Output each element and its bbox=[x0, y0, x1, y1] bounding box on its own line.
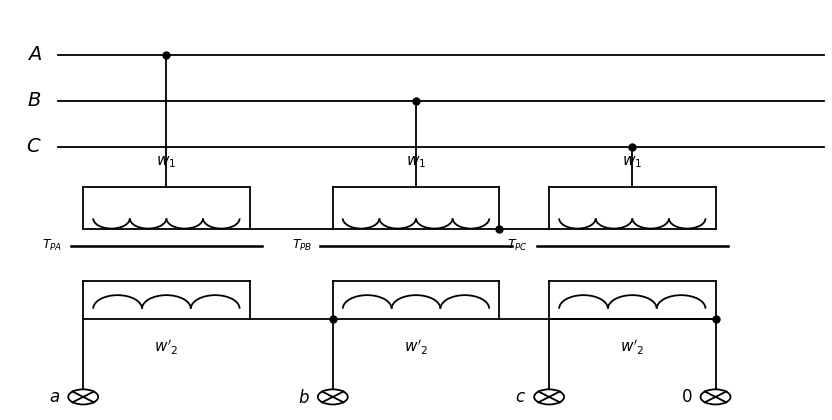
Text: $c$: $c$ bbox=[515, 389, 526, 406]
Text: $T_{PB}$: $T_{PB}$ bbox=[292, 238, 312, 253]
Text: $w'_2$: $w'_2$ bbox=[620, 338, 645, 357]
Text: $a$: $a$ bbox=[49, 389, 60, 406]
Text: $w'_2$: $w'_2$ bbox=[154, 338, 179, 357]
Text: $A$: $A$ bbox=[27, 46, 42, 63]
Text: $w_1$: $w_1$ bbox=[622, 155, 642, 170]
Text: $w_1$: $w_1$ bbox=[156, 155, 176, 170]
Text: $T_{PC}$: $T_{PC}$ bbox=[508, 238, 528, 253]
Text: $w_1$: $w_1$ bbox=[406, 155, 426, 170]
Text: $w'_2$: $w'_2$ bbox=[404, 338, 428, 357]
Text: $0$: $0$ bbox=[681, 389, 692, 406]
Text: $b$: $b$ bbox=[298, 389, 310, 407]
Text: $C$: $C$ bbox=[26, 138, 42, 156]
Text: $T_{PA}$: $T_{PA}$ bbox=[42, 238, 62, 253]
Text: $B$: $B$ bbox=[27, 92, 42, 110]
